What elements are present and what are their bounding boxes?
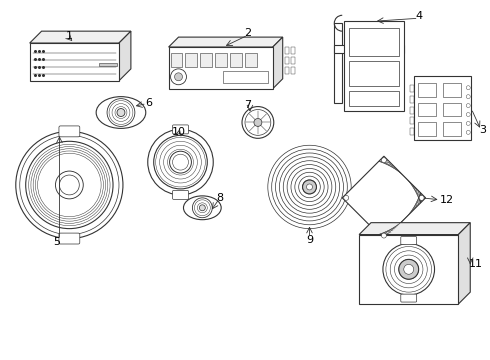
Bar [291,47,294,54]
Bar [245,53,257,67]
Circle shape [16,131,123,239]
Text: 2: 2 [245,28,251,38]
Text: 7: 7 [245,100,251,109]
Bar [410,96,414,103]
Text: 5: 5 [53,237,60,247]
Circle shape [302,180,317,194]
Bar [169,47,273,89]
Bar [347,47,362,51]
Bar [171,53,182,67]
Bar [200,53,212,67]
Text: 1: 1 [66,31,73,41]
Text: 3: 3 [480,125,487,135]
Bar [410,129,414,135]
Bar [349,91,399,105]
Bar [291,57,294,64]
Circle shape [170,151,192,173]
Circle shape [419,195,424,201]
Polygon shape [273,37,283,89]
Bar [410,117,414,125]
Ellipse shape [96,96,146,129]
Bar [417,83,436,96]
Text: 4: 4 [415,11,422,21]
Circle shape [174,73,182,81]
Bar [349,28,399,56]
Circle shape [117,109,125,117]
Bar [285,47,289,54]
Polygon shape [30,31,131,43]
Circle shape [307,184,313,190]
Bar [223,71,268,83]
Bar [30,43,119,81]
Circle shape [254,118,262,126]
Bar [215,53,227,67]
Circle shape [343,195,349,201]
Polygon shape [359,223,470,235]
Bar [230,53,242,67]
FancyBboxPatch shape [401,294,416,302]
Bar [334,23,342,103]
Bar [417,103,436,117]
Circle shape [381,158,387,163]
Bar [369,47,384,51]
Circle shape [404,264,414,274]
Circle shape [242,107,274,138]
Bar [443,122,461,136]
Text: 6: 6 [145,98,152,108]
Circle shape [148,129,213,195]
Circle shape [381,233,387,238]
Bar [291,67,294,74]
Bar [185,53,197,67]
Circle shape [55,171,83,199]
FancyBboxPatch shape [59,126,80,137]
Bar [349,61,399,86]
Bar [359,235,458,304]
Bar [414,76,471,140]
Bar [285,57,289,64]
Text: 12: 12 [440,195,454,205]
Bar [285,67,289,74]
Polygon shape [342,156,426,239]
Bar [344,21,404,111]
Circle shape [199,205,205,211]
Circle shape [399,260,418,279]
Bar [417,122,436,136]
Text: 11: 11 [469,259,483,269]
Bar [410,85,414,92]
FancyBboxPatch shape [401,237,416,244]
Text: 10: 10 [172,127,186,138]
Text: 8: 8 [217,193,224,203]
Ellipse shape [183,196,221,220]
Bar [99,63,117,66]
Polygon shape [119,31,131,81]
FancyBboxPatch shape [172,125,189,134]
Text: 9: 9 [306,234,313,244]
Bar [443,83,461,96]
Bar [443,103,461,117]
Polygon shape [458,223,470,304]
Polygon shape [169,37,283,47]
Bar [334,45,404,53]
FancyBboxPatch shape [172,190,189,199]
FancyBboxPatch shape [59,233,80,244]
Bar [410,107,414,113]
